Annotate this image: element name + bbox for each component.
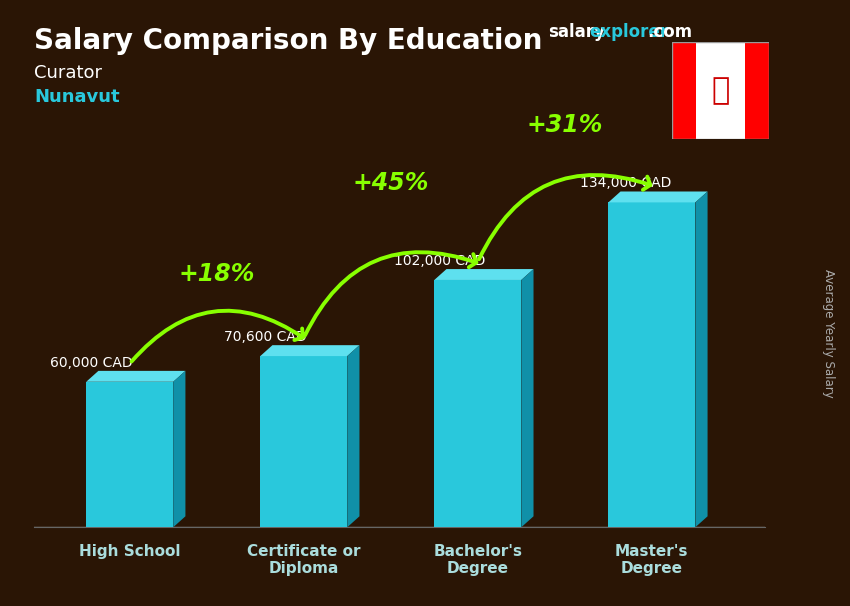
Text: Salary Comparison By Education: Salary Comparison By Education <box>34 27 542 55</box>
Text: 134,000 CAD: 134,000 CAD <box>580 176 672 190</box>
Text: Average Yearly Salary: Average Yearly Salary <box>822 269 836 398</box>
Polygon shape <box>86 371 185 382</box>
Bar <box>696 42 745 139</box>
Polygon shape <box>348 345 360 527</box>
Text: .com: .com <box>648 23 693 41</box>
Text: +31%: +31% <box>527 113 603 137</box>
Polygon shape <box>173 371 185 527</box>
Text: 102,000 CAD: 102,000 CAD <box>394 254 485 268</box>
Polygon shape <box>260 345 360 356</box>
Text: Nunavut: Nunavut <box>34 88 120 106</box>
Polygon shape <box>695 191 707 527</box>
Polygon shape <box>609 191 707 202</box>
Bar <box>745 42 769 139</box>
Text: +18%: +18% <box>178 262 255 285</box>
Text: 🍁: 🍁 <box>711 76 729 105</box>
Text: 70,600 CAD: 70,600 CAD <box>224 330 307 344</box>
Text: +45%: +45% <box>353 171 429 195</box>
Polygon shape <box>86 382 173 527</box>
Polygon shape <box>521 269 534 527</box>
Polygon shape <box>260 356 348 527</box>
Text: salary: salary <box>548 23 605 41</box>
Text: 60,000 CAD: 60,000 CAD <box>50 356 133 370</box>
Text: Curator: Curator <box>34 64 102 82</box>
Bar <box>672 42 696 139</box>
Polygon shape <box>434 269 534 280</box>
Polygon shape <box>609 202 695 527</box>
Polygon shape <box>434 280 521 527</box>
Text: explorer: explorer <box>589 23 668 41</box>
